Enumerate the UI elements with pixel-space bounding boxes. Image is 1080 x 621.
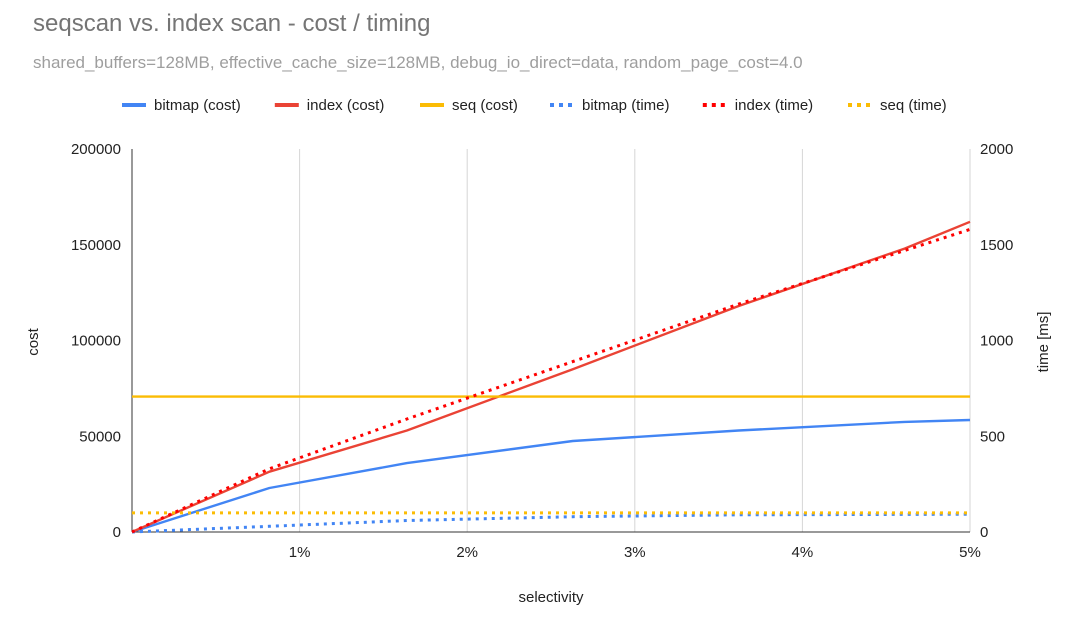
x-axis-ticks: 1% 2% 3% 4% 5%: [289, 544, 981, 561]
axes: [131, 149, 971, 533]
x-tick-label: 5%: [959, 544, 981, 561]
legend: bitmap (cost) index (cost) seq (cost) bitma…: [122, 97, 947, 114]
right-tick-label: 2000: [980, 141, 1013, 158]
chart-title: seqscan vs. index scan - cost / timing: [33, 10, 431, 37]
left-tick-label: 150000: [71, 237, 121, 254]
chart-subtitle: shared_buffers=128MB, effective_cache_si…: [33, 53, 803, 72]
left-tick-label: 200000: [71, 141, 121, 158]
left-tick-label: 0: [113, 524, 121, 541]
right-axis-ticks: 0 500 1000 1500 2000: [980, 141, 1013, 541]
plot-area: [131, 220, 971, 534]
series-line-index-time: [131, 227, 971, 534]
series-line-bitmap-cost: [131, 418, 971, 534]
x-axis-label: selectivity: [518, 589, 584, 606]
left-tick-label: 100000: [71, 333, 121, 350]
legend-label-seq-time: seq (time): [880, 97, 947, 114]
right-tick-label: 1000: [980, 333, 1013, 350]
legend-label-bitmap-cost: bitmap (cost): [154, 97, 241, 114]
x-tick-label: 2%: [456, 544, 478, 561]
legend-label-index-time: index (time): [735, 97, 813, 114]
legend-label-bitmap-time: bitmap (time): [582, 97, 670, 114]
legend-label-seq-cost: seq (cost): [452, 97, 518, 114]
x-tick-label: 1%: [289, 544, 311, 561]
x-tick-label: 3%: [624, 544, 646, 561]
right-axis-label: time [ms]: [1035, 312, 1052, 373]
right-tick-label: 500: [980, 428, 1005, 445]
right-tick-label: 1500: [980, 237, 1013, 254]
left-axis-label: cost: [25, 327, 42, 355]
legend-label-index-cost: index (cost): [307, 97, 385, 114]
series-line-index-cost: [131, 220, 971, 534]
left-tick-label: 50000: [79, 428, 121, 445]
right-tick-label: 0: [980, 524, 988, 541]
left-axis-ticks: 0 50000 100000 150000 200000: [71, 141, 121, 541]
x-tick-label: 4%: [792, 544, 814, 561]
series-line-bitmap-time: [131, 512, 971, 534]
